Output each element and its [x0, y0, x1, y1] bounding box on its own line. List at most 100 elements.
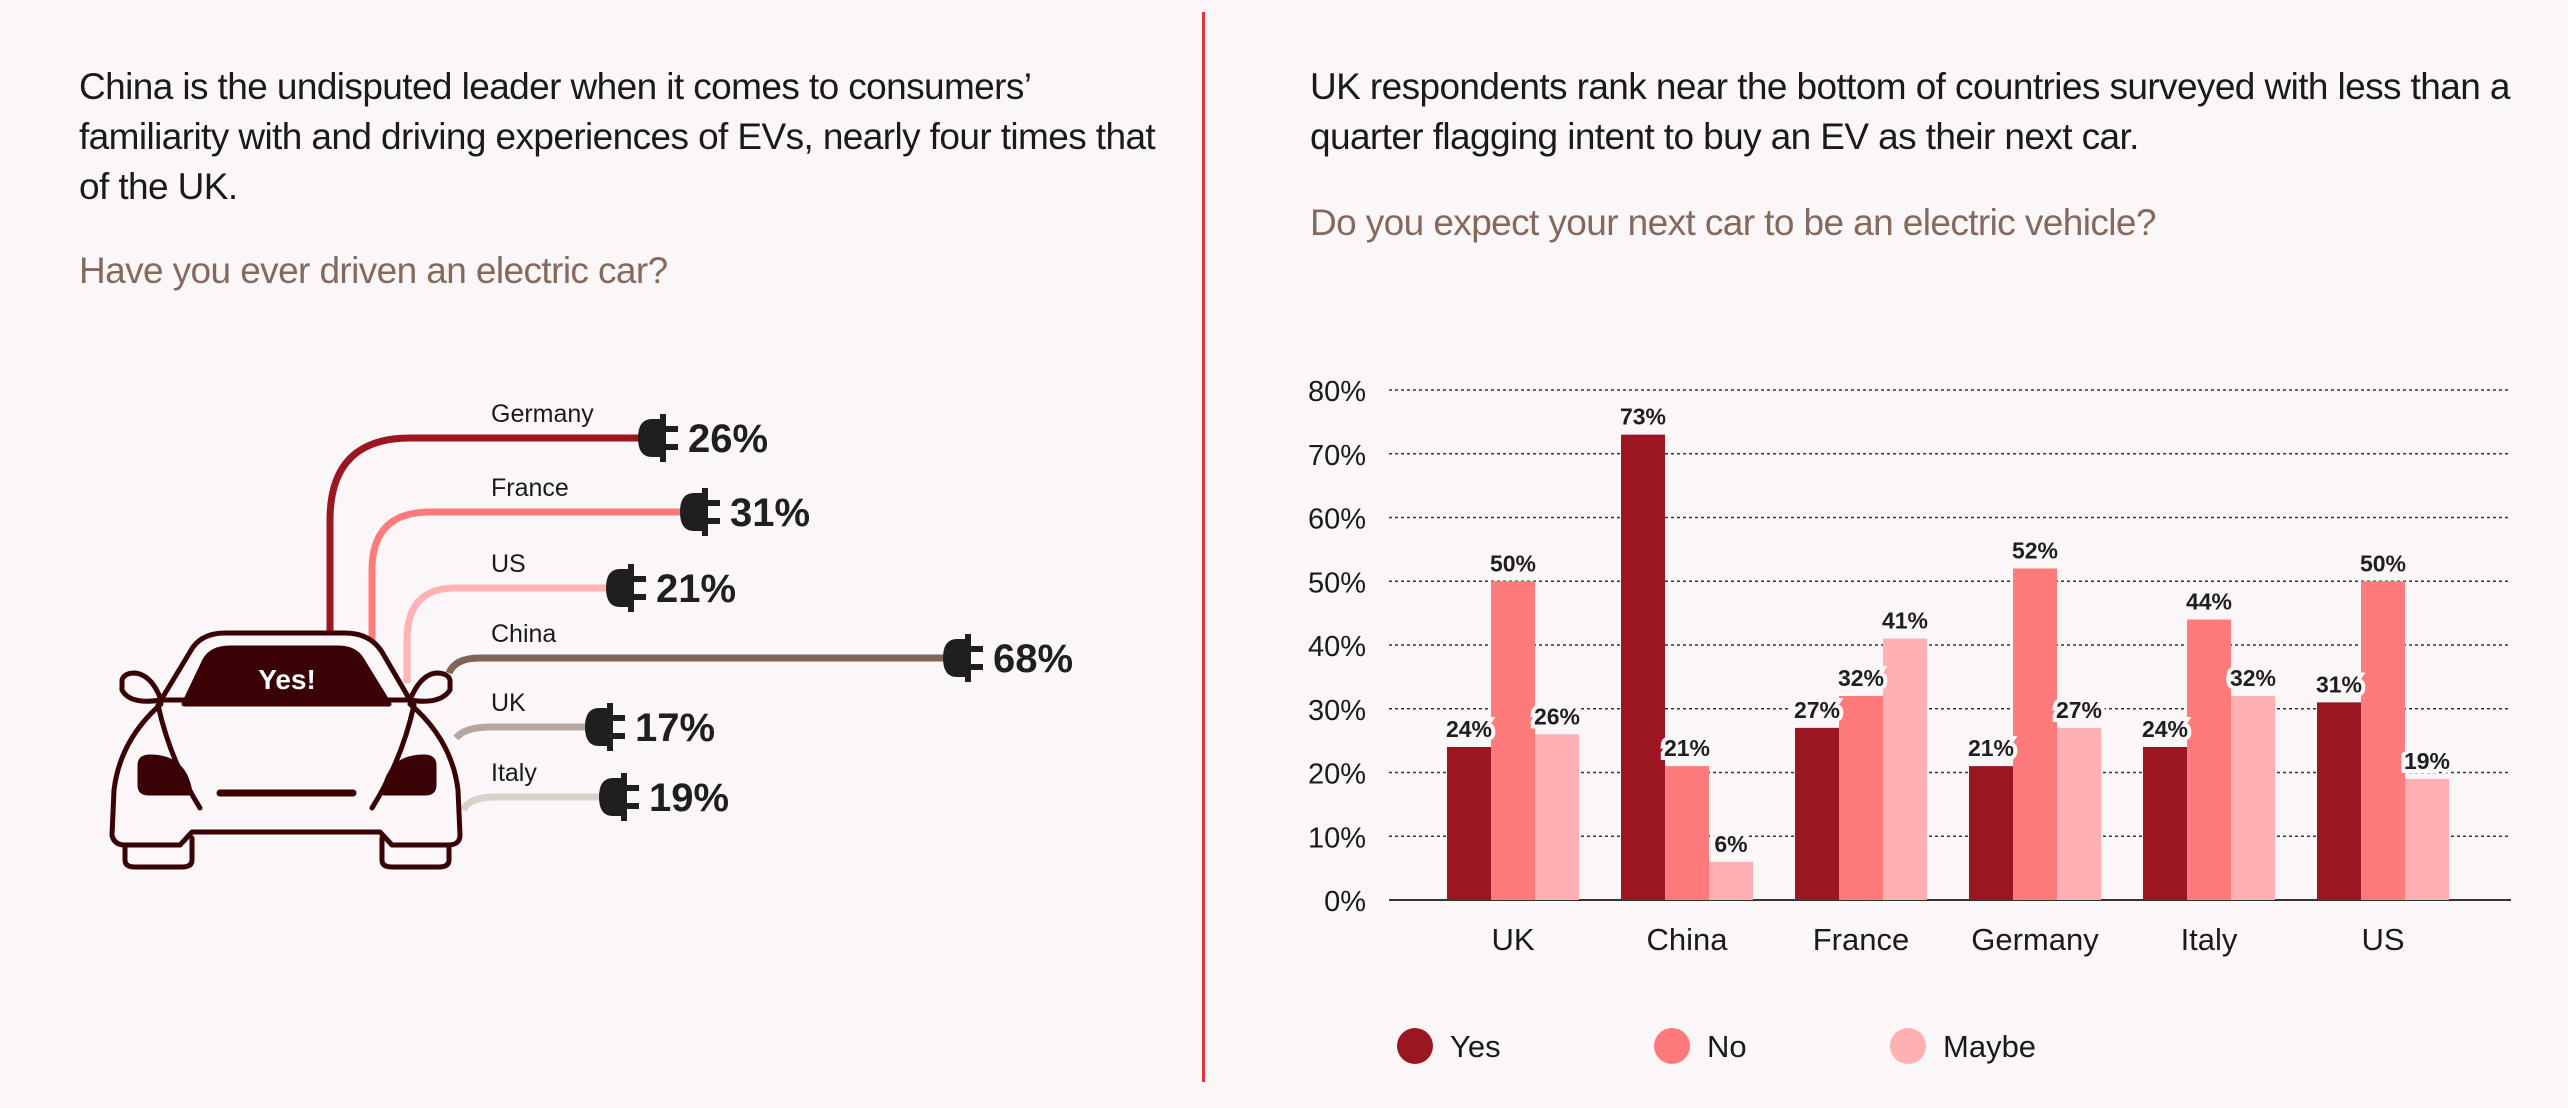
y-tick-label: 0% [1324, 886, 1366, 918]
y-tick-label: 70% [1308, 440, 1366, 472]
bar-yes [1621, 434, 1665, 900]
bar-value-label: 24% [2142, 716, 2188, 742]
bar-value-label: 50% [2360, 550, 2406, 576]
car-icon [109, 630, 463, 870]
bar-yes [2317, 702, 2361, 900]
category-label: UK [1491, 922, 1534, 957]
bar-group-us: 31% 50% 19% US [2312, 546, 2454, 957]
bar-no [2013, 568, 2057, 900]
bar-maybe [1535, 734, 1579, 900]
bar-no [1839, 696, 1883, 900]
bar-yes [1969, 766, 2013, 900]
bar-value-label: 52% [2012, 538, 2058, 564]
bar-value-label: 27% [1794, 697, 1840, 723]
category-label: China [1647, 922, 1729, 957]
plug-icon [585, 703, 625, 751]
y-tick-label: 60% [1308, 504, 1366, 536]
y-tick-label: 40% [1308, 631, 1366, 663]
legend-label: No [1707, 1029, 1747, 1064]
value-label: 68% [993, 637, 1073, 681]
legend-label: Maybe [1943, 1029, 2036, 1064]
left-question: Have you ever driven an electric car? [79, 250, 668, 291]
bar-group-germany: 21% 52% 27% Germany [1964, 534, 2106, 958]
ev-line-uk: UK 17% [453, 689, 715, 751]
value-label: 19% [649, 776, 729, 820]
bar-maybe [2231, 696, 2275, 900]
category-label: Italy [2181, 922, 2238, 957]
country-label: UK [491, 689, 526, 717]
legend-item-no: No [1654, 1028, 1747, 1064]
plug-icon [638, 414, 678, 462]
bar-value-label: 32% [1838, 665, 1884, 691]
cable-line [403, 584, 610, 683]
value-label: 21% [656, 567, 736, 611]
driven-ev-chart: Germany 26% France 31% US 21% China 68% UK 17% Ita… [326, 400, 1073, 821]
y-tick-label: 50% [1308, 567, 1366, 599]
car-yes-label: Yes! [258, 664, 316, 695]
legend-swatch [1654, 1028, 1690, 1064]
bar-group-china: 73% 21% 6% China [1616, 400, 1753, 957]
divider [1202, 12, 1205, 1082]
bar-yes [1447, 747, 1491, 900]
bar-value-label: 73% [1620, 404, 1666, 430]
bar-value-label: 26% [1534, 703, 1580, 729]
y-tick-label: 80% [1308, 376, 1366, 408]
bar-value-label: 44% [2186, 589, 2232, 615]
country-label: Germany [491, 400, 594, 428]
plug-icon [943, 634, 983, 682]
bar-yes [2143, 747, 2187, 900]
category-label: US [2361, 922, 2404, 957]
bar-group-italy: 24% 44% 32% Italy [2138, 585, 2280, 958]
legend-item-maybe: Maybe [1890, 1028, 2036, 1064]
plug-icon [599, 773, 639, 821]
left-lead-text: China is the undisputed leader when it c… [79, 66, 1156, 207]
bar-maybe [1709, 861, 1753, 900]
legend-swatch [1397, 1028, 1433, 1064]
right-question: Do you expect your next car to be an ele… [1310, 202, 2156, 243]
cable-line [445, 654, 947, 675]
bar-value-label: 6% [1714, 831, 1747, 857]
country-label: Italy [491, 759, 537, 787]
bar-no [2361, 581, 2405, 900]
country-label: France [491, 474, 569, 502]
value-label: 31% [730, 491, 810, 535]
y-tick-label: 20% [1308, 759, 1366, 791]
bar-value-label: 50% [1490, 550, 1536, 576]
country-label: China [491, 620, 556, 648]
bar-no [1491, 581, 1535, 900]
bar-group-france: 27% 32% 41% France [1790, 604, 1932, 957]
legend-swatch [1890, 1028, 1926, 1064]
bar-group-uk: 24% 50% 26% UK [1442, 546, 1584, 957]
bar-value-label: 24% [1446, 716, 1492, 742]
plug-icon [680, 488, 720, 536]
bar-value-label: 19% [2404, 748, 2450, 774]
right-lead-text: UK respondents rank near the bottom of c… [1310, 66, 2510, 157]
y-tick-label: 10% [1308, 822, 1366, 854]
value-label: 26% [688, 417, 768, 461]
bar-yes [1795, 727, 1839, 900]
bar-no [2187, 619, 2231, 900]
cable-line [326, 434, 642, 632]
country-label: US [491, 550, 526, 578]
bar-value-label: 31% [2316, 671, 2362, 697]
cable-line [459, 793, 603, 812]
bar-maybe [1883, 638, 1927, 900]
bar-value-label: 27% [2056, 697, 2102, 723]
ev-line-us: US 21% [403, 550, 736, 683]
plug-icon [606, 564, 646, 612]
bar-maybe [2405, 778, 2449, 900]
cable-line [453, 723, 589, 741]
category-label: France [1813, 922, 1909, 957]
ev-line-italy: Italy 19% [459, 759, 729, 821]
category-label: Germany [1971, 922, 2099, 957]
value-label: 17% [635, 706, 715, 750]
ev-line-france: France 31% [368, 474, 810, 640]
cable-line [368, 508, 684, 640]
bar-value-label: 32% [2230, 665, 2276, 691]
legend-label: Yes [1450, 1029, 1501, 1064]
bar-value-label: 41% [1882, 608, 1928, 634]
next-car-ev-chart: 0% 10% 20% 30% 40% 50% 60% 70% 80% 24% 50% 26% UK 73%… [1308, 376, 2511, 1064]
bar-value-label: 21% [1664, 735, 1710, 761]
y-tick-label: 30% [1308, 695, 1366, 727]
